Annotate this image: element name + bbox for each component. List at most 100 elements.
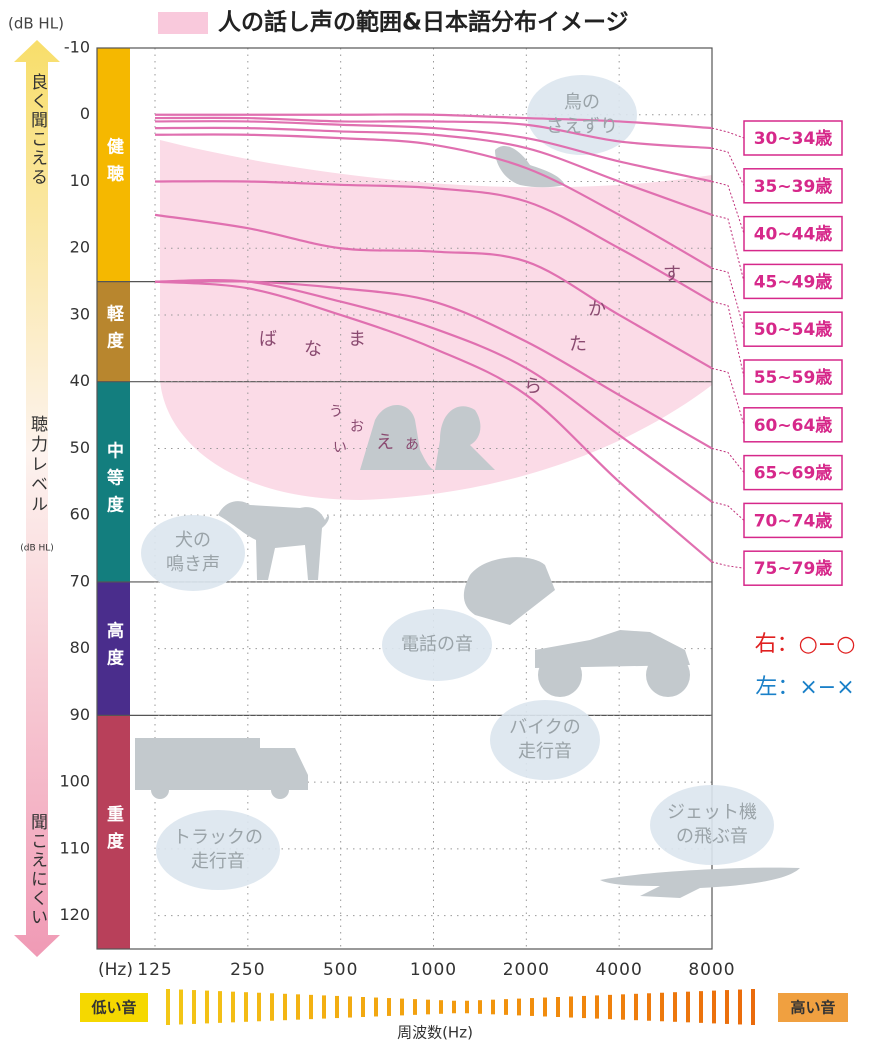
legend-box [743, 263, 843, 300]
legend-label: 55~59歳 [754, 367, 833, 388]
sound-label: さえずり [546, 116, 618, 137]
freq-tick [738, 989, 742, 1025]
level-label: 中等度 [103, 440, 124, 522]
freq-tick [569, 996, 573, 1018]
legend-label: 50~54歳 [754, 319, 833, 340]
y-unit: (dB HL) [8, 15, 64, 33]
freq-tick [374, 997, 378, 1017]
legend-label: 75~79歳 [754, 558, 833, 579]
legend-label: 70~74歳 [754, 510, 833, 531]
freq-tick [751, 989, 755, 1025]
legend-label: 60~64歳 [754, 415, 833, 436]
sound-label: の飛ぶ音 [676, 826, 748, 847]
y-tick-label: 10 [70, 171, 90, 190]
sound-label: ジェット機 [667, 802, 757, 823]
legend-box [743, 359, 843, 395]
legend-box [743, 502, 843, 539]
speech-sound: な [304, 339, 322, 360]
y-tick-label: 0 [80, 104, 90, 123]
freq-tick [348, 996, 352, 1018]
x-tick-label: 125 [137, 960, 172, 980]
title-swatch [158, 12, 208, 34]
dog [218, 501, 330, 580]
sound-label: 電話の音 [401, 634, 473, 655]
truck [135, 738, 308, 790]
side-middle: 聴力レベル [27, 415, 48, 515]
freq-tick [504, 999, 508, 1015]
level-label: 高度 [103, 621, 124, 676]
legend-box [743, 215, 843, 252]
y-tick-label: 50 [70, 438, 90, 457]
series-line [155, 113, 713, 130]
series-line [154, 120, 713, 183]
sound-bubble [490, 700, 600, 780]
legend-box [743, 311, 843, 347]
series-line [154, 280, 713, 563]
sound-label: バイクの [509, 717, 581, 738]
freq-tick [257, 992, 261, 1022]
x-tick-label: 500 [323, 960, 358, 980]
leader-line [711, 447, 745, 473]
speech-sound: お [350, 419, 364, 435]
y-tick-label: -10 [64, 38, 90, 57]
sound-label: 犬の [175, 530, 211, 551]
sound-bubble [382, 609, 492, 681]
freq-tick [673, 992, 677, 1022]
freq-tick [296, 994, 300, 1020]
series-line [154, 279, 713, 503]
freq-tick [244, 992, 248, 1022]
low-label: 低い音 [90, 999, 136, 1017]
x-tick-label: 250 [230, 960, 265, 980]
side-top: 良く聞こえる [27, 73, 47, 187]
freq-tick [621, 994, 625, 1020]
side-unit: (dB HL) [20, 544, 54, 554]
freq-tick [439, 1000, 443, 1014]
legend-label: 40~44歳 [754, 224, 833, 245]
level-band [97, 381, 130, 582]
ear-legend-right: 右：○−○ [755, 632, 856, 657]
speech-sound: い [333, 440, 347, 456]
sound-label: 走行音 [191, 851, 245, 872]
freq-tick [634, 993, 638, 1021]
leader-line [711, 501, 745, 521]
level-label: 軽度 [103, 304, 124, 359]
freq-tick [335, 995, 339, 1019]
wheel [151, 781, 169, 799]
x-tick-label: 1000 [410, 960, 457, 980]
speech-area [160, 140, 712, 500]
speech-sound: う [329, 404, 343, 420]
freq-tick [179, 989, 183, 1025]
sound-label: 鳥の [564, 92, 600, 113]
wheel [271, 781, 289, 799]
freq-tick [309, 994, 313, 1020]
legend-label: 30~34歳 [754, 128, 833, 149]
y-tick-label: 70 [70, 571, 90, 590]
freq-tick [582, 995, 586, 1019]
x-tick-label: 4000 [596, 960, 643, 980]
x-axis-label: 周波数(Hz) [397, 1024, 473, 1042]
y-tick-label: 90 [70, 705, 90, 724]
freq-tick [491, 999, 495, 1015]
y-tick-label: 80 [70, 638, 90, 657]
series-line [154, 213, 713, 370]
x-tick-label: 2000 [503, 960, 550, 980]
series-line [154, 116, 713, 150]
legend-label: 35~39歳 [754, 176, 833, 197]
legend-box [743, 168, 843, 204]
speech-sound: た [569, 334, 587, 355]
high-label: 高い音 [790, 999, 835, 1017]
series-line [154, 133, 713, 270]
plot-frame [96, 47, 713, 950]
speech-sound: か [588, 299, 606, 320]
leader-line [711, 301, 745, 378]
y-tick-label: 110 [59, 838, 90, 857]
y-tick-label: 60 [70, 505, 90, 524]
speech-sound: ば [259, 329, 277, 350]
speech-sound: え [376, 432, 394, 453]
sound-label: 鳴き声 [166, 554, 220, 575]
speech-sound: あ [405, 437, 419, 453]
freq-tick [270, 993, 274, 1021]
level-band [97, 281, 130, 382]
